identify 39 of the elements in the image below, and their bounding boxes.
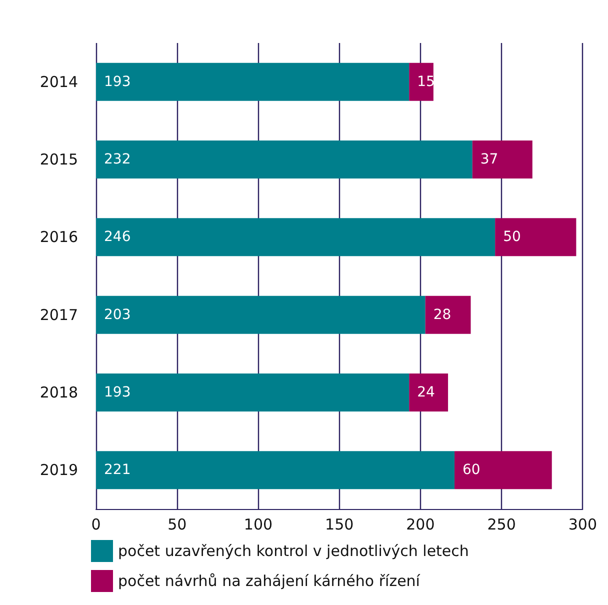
legend-label: počet návrhů na zahájení kárného řízení bbox=[118, 572, 421, 590]
data-label: 246 bbox=[104, 229, 131, 246]
data-label: 15 bbox=[417, 74, 435, 90]
y-tick-label: 2016 bbox=[40, 228, 78, 246]
data-label: 221 bbox=[104, 462, 131, 478]
y-tick-label: 2014 bbox=[40, 72, 78, 91]
bar bbox=[472, 140, 532, 178]
y-tick-label: 2017 bbox=[40, 306, 78, 324]
bar bbox=[409, 374, 448, 412]
x-tick-label: 50 bbox=[168, 516, 187, 534]
data-label: 232 bbox=[104, 152, 131, 168]
data-label: 50 bbox=[503, 229, 521, 246]
x-tick-label: 250 bbox=[487, 516, 516, 534]
y-tick-label: 2019 bbox=[40, 461, 78, 480]
data-label: 193 bbox=[104, 384, 131, 400]
bar bbox=[495, 218, 576, 256]
bar bbox=[425, 296, 471, 334]
data-label: 28 bbox=[433, 306, 452, 323]
legend-label: počet uzavřených kontrol v jednotlivých letech bbox=[118, 542, 469, 560]
data-label: 193 bbox=[104, 74, 131, 90]
y-tick-label: 2015 bbox=[40, 150, 78, 168]
bar bbox=[409, 62, 434, 101]
x-tick-label: 0 bbox=[91, 516, 101, 534]
x-tick-label: 150 bbox=[325, 516, 354, 534]
x-tick-label: 200 bbox=[406, 516, 435, 534]
bar bbox=[454, 451, 552, 490]
bar bbox=[96, 62, 410, 101]
y-tick-label: 2018 bbox=[40, 384, 78, 402]
data-label: 60 bbox=[462, 462, 480, 478]
x-tick-label: 100 bbox=[244, 516, 273, 534]
data-label: 24 bbox=[417, 384, 436, 400]
bar bbox=[96, 296, 426, 334]
bar bbox=[96, 451, 455, 490]
data-label: 203 bbox=[104, 306, 131, 323]
bar bbox=[96, 374, 410, 412]
x-tick-label: 300 bbox=[568, 516, 598, 534]
bar bbox=[96, 218, 496, 256]
data-label: 37 bbox=[480, 152, 498, 168]
bar bbox=[96, 140, 472, 178]
